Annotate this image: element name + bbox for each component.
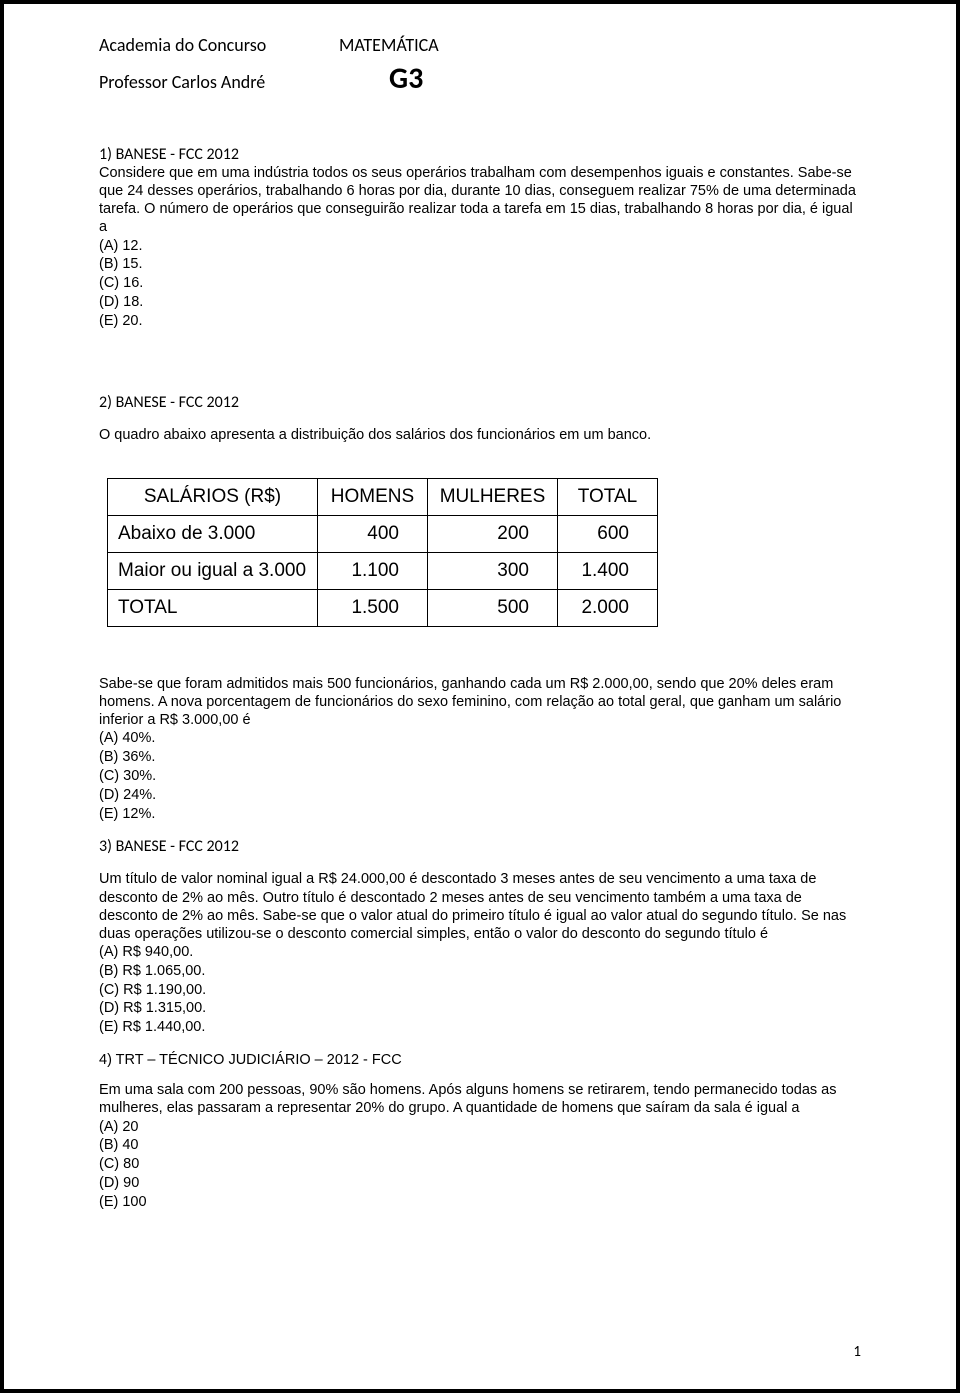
option-e: (E) 20.	[99, 312, 861, 331]
table-row: TOTAL 1.500 500 2.000	[108, 589, 658, 626]
page-content: Academia do Concurso MATEMÁTICA Professo…	[4, 4, 956, 1212]
question-3-text: Um título de valor nominal igual a R$ 24…	[99, 870, 861, 943]
option-e: (E) 12%.	[99, 805, 861, 824]
question-2-text: Sabe-se que foram admitidos mais 500 fun…	[99, 675, 861, 729]
option-d: (D) R$ 1.315,00.	[99, 999, 861, 1018]
question-4-options: (A) 20 (B) 40 (C) 80 (D) 90 (E) 100	[99, 1118, 861, 1212]
option-d: (D) 24%.	[99, 786, 861, 805]
option-c: (C) 16.	[99, 274, 861, 293]
professor-name: Professor Carlos André	[99, 71, 339, 93]
table-cell: 300	[428, 552, 558, 589]
table-header-homens: HOMENS	[318, 478, 428, 515]
question-2-title: 2) BANESE - FCC 2012	[99, 393, 861, 412]
table-header-mulheres: MULHERES	[428, 478, 558, 515]
option-b: (B) R$ 1.065,00.	[99, 962, 861, 981]
question-1-title: 1) BANESE - FCC 2012	[99, 145, 861, 164]
option-c: (C) R$ 1.190,00.	[99, 981, 861, 1000]
header-line-2: Professor Carlos André G3	[99, 60, 861, 97]
question-4-text: Em uma sala com 200 pessoas, 90% são hom…	[99, 1081, 861, 1117]
option-a: (A) R$ 940,00.	[99, 943, 861, 962]
option-e: (E) 100	[99, 1193, 861, 1212]
question-3-title: 3) BANESE - FCC 2012	[99, 837, 861, 856]
table-cell: 1.100	[318, 552, 428, 589]
question-2-intro: O quadro abaixo apresenta a distribuição…	[99, 426, 861, 444]
table-cell: 1.400	[558, 552, 658, 589]
header-line-1: Academia do Concurso MATEMÁTICA	[99, 34, 861, 56]
option-b: (B) 40	[99, 1136, 861, 1155]
institution-name: Academia do Concurso	[99, 34, 339, 56]
table-header-row: SALÁRIOS (R$) HOMENS MULHERES TOTAL	[108, 478, 658, 515]
table-cell: 200	[428, 515, 558, 552]
table-cell: Maior ou igual a 3.000	[108, 552, 318, 589]
exam-code: G3	[389, 60, 423, 97]
question-3-options: (A) R$ 940,00. (B) R$ 1.065,00. (C) R$ 1…	[99, 943, 861, 1037]
option-b: (B) 15.	[99, 255, 861, 274]
subject-name: MATEMÁTICA	[339, 34, 439, 56]
table-cell: TOTAL	[108, 589, 318, 626]
table-cell: 400	[318, 515, 428, 552]
table-cell: Abaixo de 3.000	[108, 515, 318, 552]
page-number: 1	[853, 1343, 861, 1361]
table-cell: 2.000	[558, 589, 658, 626]
option-c: (C) 30%.	[99, 767, 861, 786]
option-c: (C) 80	[99, 1155, 861, 1174]
question-2-options: (A) 40%. (B) 36%. (C) 30%. (D) 24%. (E) …	[99, 729, 861, 823]
question-1-text: Considere que em uma indústria todos os …	[99, 164, 861, 237]
table-row: Abaixo de 3.000 400 200 600	[108, 515, 658, 552]
question-1-options: (A) 12. (B) 15. (C) 16. (D) 18. (E) 20.	[99, 237, 861, 331]
table-header-salarios: SALÁRIOS (R$)	[108, 478, 318, 515]
question-4-title: 4) TRT – TÉCNICO JUDICIÁRIO – 2012 - FCC	[99, 1051, 861, 1069]
option-d: (D) 90	[99, 1174, 861, 1193]
table-header-total: TOTAL	[558, 478, 658, 515]
option-a: (A) 12.	[99, 237, 861, 256]
table-row: Maior ou igual a 3.000 1.100 300 1.400	[108, 552, 658, 589]
salary-table: SALÁRIOS (R$) HOMENS MULHERES TOTAL Abai…	[107, 478, 658, 627]
table-cell: 1.500	[318, 589, 428, 626]
table-cell: 500	[428, 589, 558, 626]
option-b: (B) 36%.	[99, 748, 861, 767]
option-a: (A) 40%.	[99, 729, 861, 748]
option-e: (E) R$ 1.440,00.	[99, 1018, 861, 1037]
option-d: (D) 18.	[99, 293, 861, 312]
table-cell: 600	[558, 515, 658, 552]
document-page: Academia do Concurso MATEMÁTICA Professo…	[0, 0, 960, 1393]
option-a: (A) 20	[99, 1118, 861, 1137]
